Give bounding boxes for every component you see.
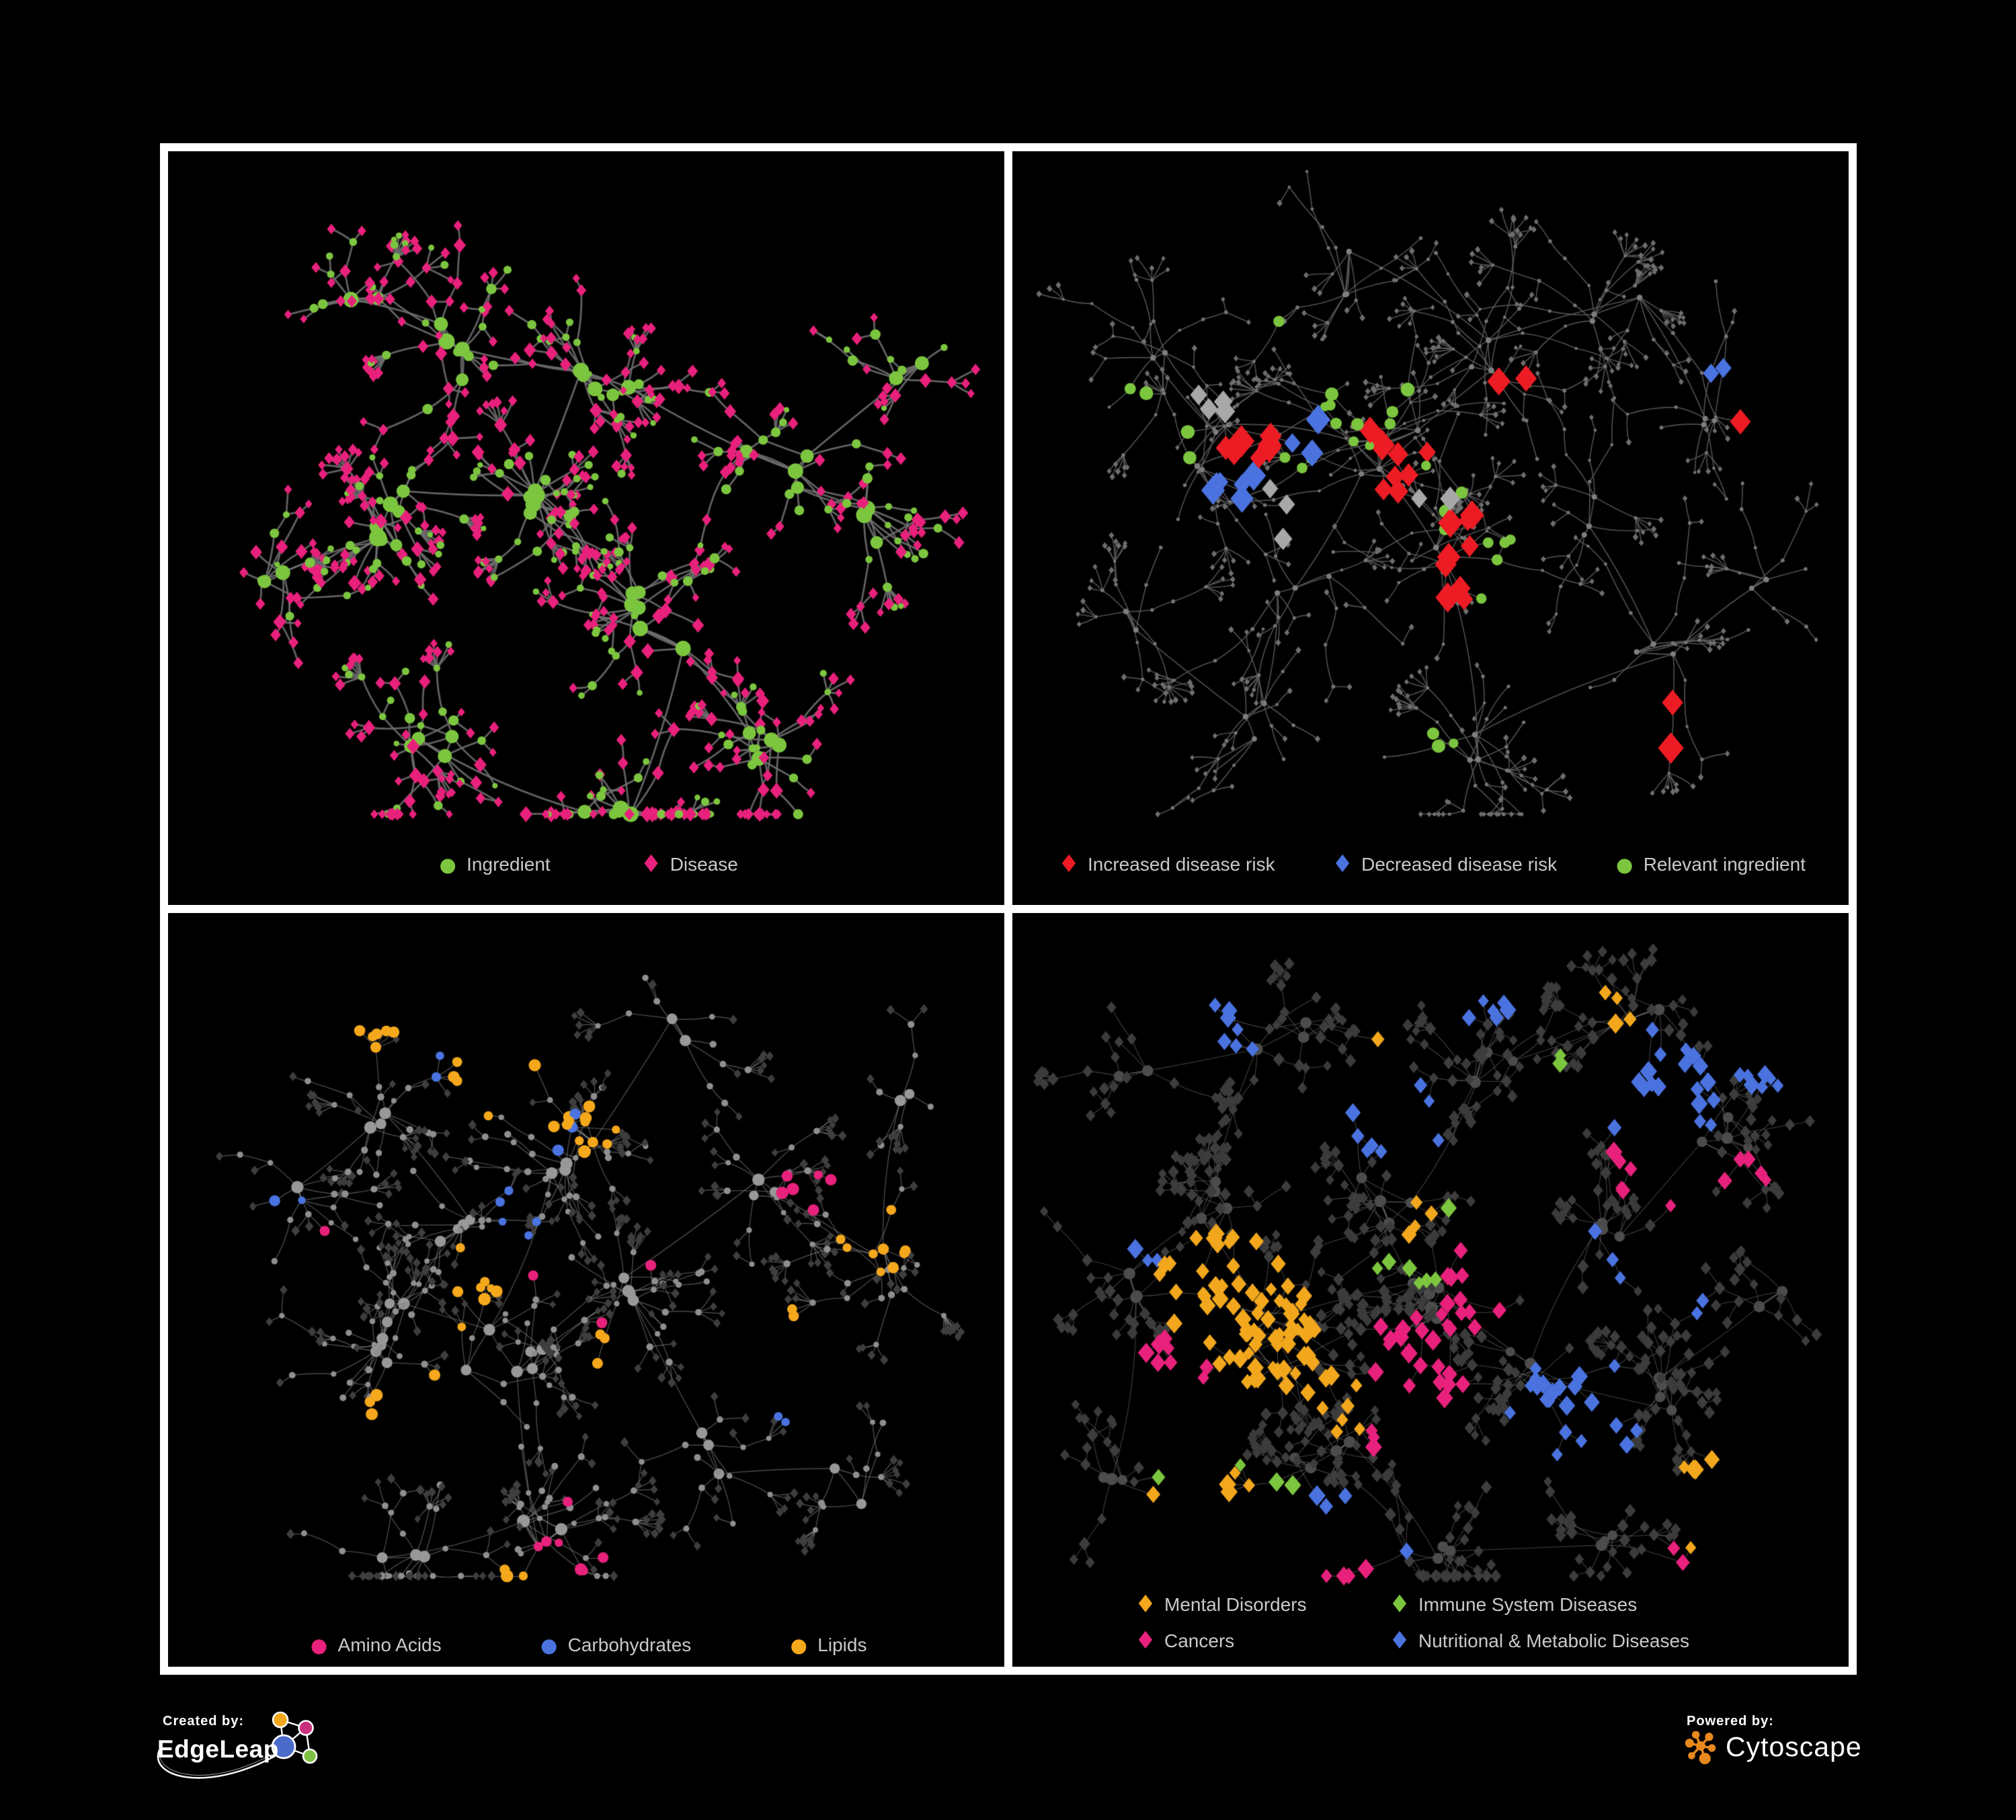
nutritional-metabolic-legend-icon: ♦ — [1388, 1627, 1411, 1655]
ingredient-legend-icon: ● — [439, 853, 456, 876]
legend-label: Nutritional & Metabolic Diseases — [1418, 1630, 1690, 1651]
legend-label: Cancers — [1164, 1630, 1235, 1651]
edgeleap-node-green — [302, 1748, 318, 1764]
legend-label: Mental Disorders — [1164, 1594, 1307, 1615]
carbohydrates-legend-icon: ● — [540, 1633, 558, 1657]
legend-item: ♦ Nutritional & Metabolic Diseases — [1386, 1629, 1689, 1653]
legend-label: Carbohydrates — [567, 1634, 692, 1655]
cytoscape-icon — [1685, 1731, 1716, 1765]
legend-nutrient-categories: ● Amino Acids ● Carbohydrates ● Lipids — [168, 1634, 1004, 1656]
panel-disease-categories: ♦ Mental Disorders ♦ Immune System Disea… — [1012, 913, 1849, 1667]
mental-disorders-legend-icon: ♦ — [1134, 1591, 1157, 1618]
relevant-ingredient-legend-icon: ● — [1616, 853, 1634, 876]
legend-item: ♦ Decreased disease risk — [1329, 853, 1557, 877]
legend-item: ♦ Disease — [638, 853, 738, 877]
edgeleap-node-orange — [272, 1711, 289, 1729]
legend-item: ♦ Increased disease risk — [1055, 853, 1275, 877]
cytoscape-logo: Powered by: Cytoscape — [1677, 1711, 1960, 1798]
created-by-label: Created by: — [163, 1714, 245, 1729]
nutrient-category-network-canvas — [168, 913, 1004, 1667]
increased-risk-legend-icon: ♦ — [1057, 850, 1080, 878]
legend-label: Relevant ingredient — [1643, 854, 1806, 875]
cancers-legend-icon: ♦ — [1134, 1627, 1157, 1655]
edgeleap-node-blue — [271, 1734, 296, 1759]
legend-item: ♦ Immune System Diseases — [1386, 1593, 1637, 1617]
legend-disease-categories: ♦ Mental Disorders ♦ Immune System Disea… — [1132, 1593, 1689, 1653]
lipids-legend-icon: ● — [790, 1633, 807, 1657]
legend-item: ● Ingredient — [434, 853, 551, 876]
legend-ingredient-disease: ● Ingredient ♦ Disease — [168, 853, 1004, 877]
edgeleap-swoosh — [157, 1749, 274, 1779]
legend-label: Amino Acids — [337, 1634, 442, 1655]
legend-label: Decreased disease risk — [1361, 854, 1558, 875]
amino-acids-legend-icon: ● — [310, 1633, 328, 1657]
legend-label: Disease — [670, 854, 738, 875]
legend-item: ● Carbohydrates — [536, 1633, 692, 1657]
ingredient-disease-network-canvas — [168, 151, 1004, 905]
legend-label: Immune System Diseases — [1418, 1594, 1638, 1615]
figure-grid: ● Ingredient ♦ Disease ♦ Increased disea… — [160, 143, 1857, 1675]
panel-nutrient-categories: ● Amino Acids ● Carbohydrates ● Lipids — [168, 913, 1004, 1667]
edgeleap-brand-text: EdgeLeap — [157, 1735, 279, 1763]
legend-label: Ingredient — [467, 854, 551, 875]
immune-diseases-legend-icon: ♦ — [1388, 1591, 1411, 1618]
legend-item: ♦ Cancers — [1132, 1629, 1234, 1653]
legend-item: ● Lipids — [785, 1633, 867, 1657]
disease-risk-network-canvas — [1012, 151, 1849, 905]
legend-item: ♦ Mental Disorders — [1132, 1593, 1307, 1617]
powered-by-label: Powered by: — [1687, 1714, 1774, 1729]
legend-item: ● Relevant ingredient — [1611, 854, 1806, 875]
decreased-risk-legend-icon: ♦ — [1331, 850, 1354, 878]
legend-label: Increased disease risk — [1088, 854, 1275, 875]
disease-legend-icon: ♦ — [640, 850, 662, 878]
panel-disease-risk: ♦ Increased disease risk ♦ Decreased dis… — [1012, 151, 1849, 905]
panel-ingredient-disease: ● Ingredient ♦ Disease — [168, 151, 1004, 905]
cytoscape-brand-text: Cytoscape — [1726, 1731, 1862, 1762]
edgeleap-node-pink — [298, 1720, 314, 1736]
edgeleap-network-icon — [157, 1711, 318, 1779]
legend-item: ● Amino Acids — [306, 1634, 442, 1656]
edgeleap-logo: Created by: EdgeLeap — [145, 1711, 346, 1819]
disease-category-network-canvas — [1012, 913, 1849, 1667]
legend-label: Lipids — [817, 1634, 867, 1655]
legend-disease-risk: ♦ Increased disease risk ♦ Decreased dis… — [1012, 853, 1849, 877]
